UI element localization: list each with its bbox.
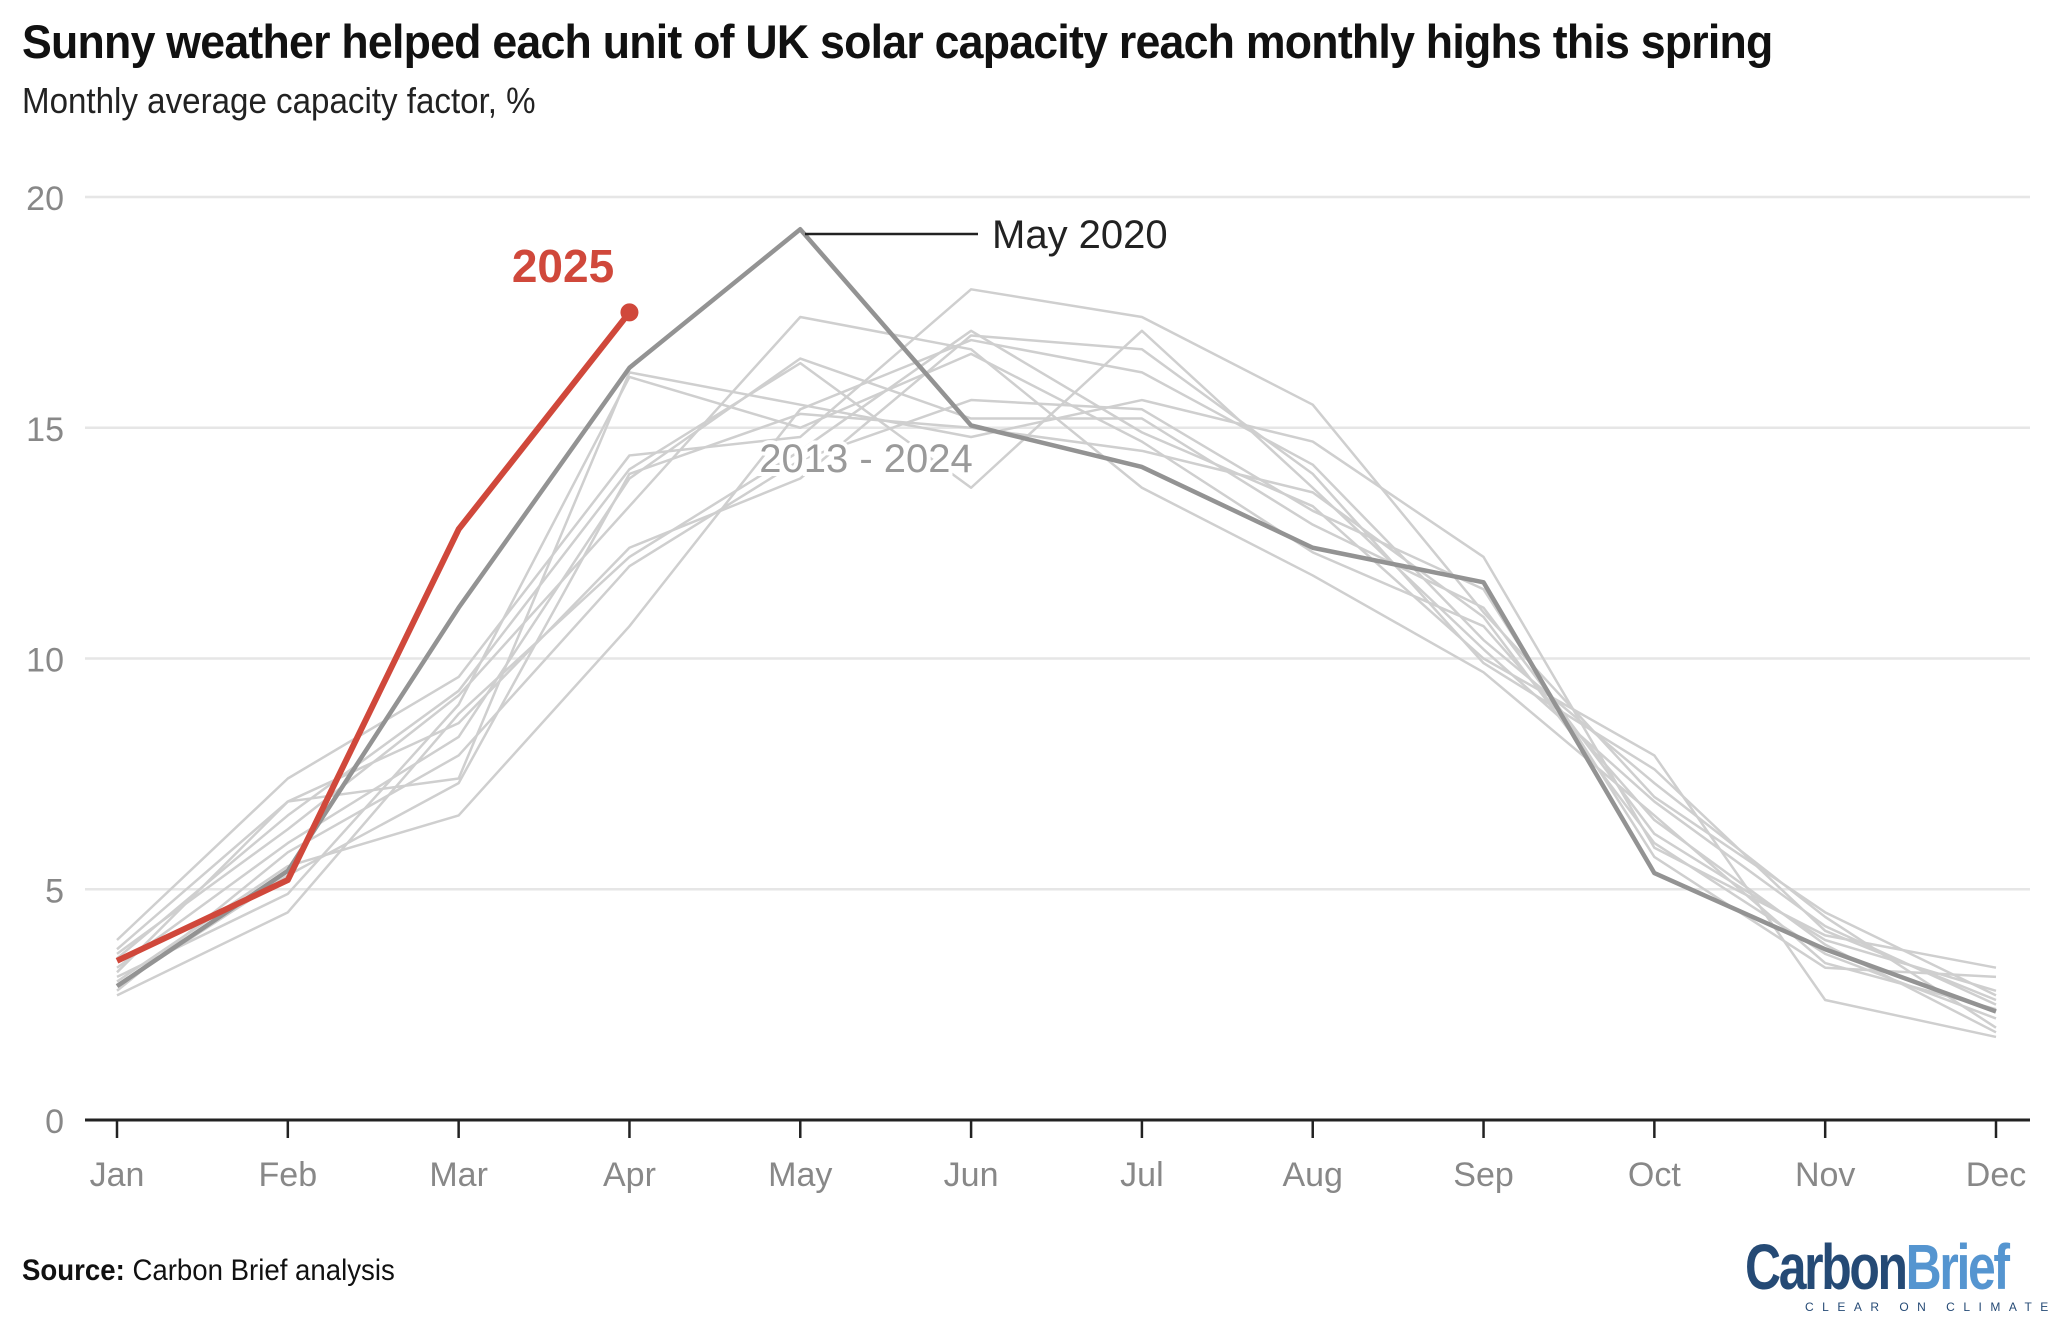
line-chart: 0 5 10 15 20 Jan Feb Mar Apr May Jun Jul Aug Sep Oct No…: [26, 180, 2030, 1194]
annotations: 2013 - 2024 2025 May 2020: [512, 213, 1168, 485]
logo-tagline: CLEAR ON CLIMATE: [1805, 1300, 2048, 1314]
source-text: Carbon Brief analysis: [132, 1254, 395, 1287]
series-line-2020: [115, 227, 1997, 1014]
x-tick-label: Nov: [1795, 1156, 1855, 1194]
x-tick-label: Jul: [1120, 1156, 1163, 1194]
x-tick-label: Jan: [90, 1156, 145, 1194]
gridlines: [85, 195, 2030, 891]
background-year-line: [116, 329, 1997, 1039]
x-tick-label: Aug: [1282, 1156, 1343, 1194]
series-2025-endpoint: [620, 303, 639, 322]
background-year-line: [116, 334, 1997, 1002]
chart-title: Sunny weather helped each unit of UK sol…: [22, 15, 1773, 68]
y-tick-label: 0: [45, 1103, 64, 1141]
carbon-brief-logo: CarbonBrief CLEAR ON CLIMATE: [1745, 1231, 2048, 1316]
x-tick-label: Oct: [1628, 1156, 1681, 1194]
background-years-label: 2013 - 2024: [759, 437, 973, 481]
background-year-line: [116, 412, 1997, 1020]
axes: 0 5 10 15 20 Jan Feb Mar Apr May Jun Jul Aug Sep Oct No…: [26, 180, 2030, 1194]
background-year-line: [116, 329, 1997, 1006]
chart-subtitle: Monthly average capacity factor, %: [22, 80, 536, 121]
y-tick-label: 20: [26, 180, 64, 218]
label-may-2020: May 2020: [992, 213, 1168, 257]
x-tick-label: Jun: [944, 1156, 999, 1194]
x-tick-label: Dec: [1966, 1156, 2026, 1194]
background-year-line: [116, 352, 1997, 1034]
y-tick-label: 15: [26, 411, 64, 449]
x-tick-label: May: [768, 1156, 832, 1194]
x-tick-label: Sep: [1453, 1156, 1514, 1194]
background-year-line: [116, 338, 1997, 1029]
background-year-line: [116, 315, 1997, 1011]
background-years-lines: [116, 288, 1997, 1039]
highlight-lines: [115, 227, 1997, 1014]
source-label: Source:: [22, 1254, 125, 1287]
y-tick-label: 5: [45, 872, 64, 910]
background-year-line: [116, 288, 1997, 997]
background-year-line: [116, 357, 1997, 992]
x-tick-label: Mar: [429, 1156, 488, 1194]
logo-carbon: Carbon: [1745, 1231, 1908, 1303]
x-tick-label: Feb: [259, 1156, 318, 1194]
background-year-line: [116, 398, 1997, 992]
y-tick-label: 10: [26, 642, 64, 680]
logo-brief: Brief: [1905, 1231, 2010, 1303]
label-2025: 2025: [512, 240, 614, 292]
series-line-2025: [115, 310, 632, 964]
source-note: Source: Carbon Brief analysis: [22, 1254, 395, 1288]
x-tick-label: Apr: [603, 1156, 656, 1194]
